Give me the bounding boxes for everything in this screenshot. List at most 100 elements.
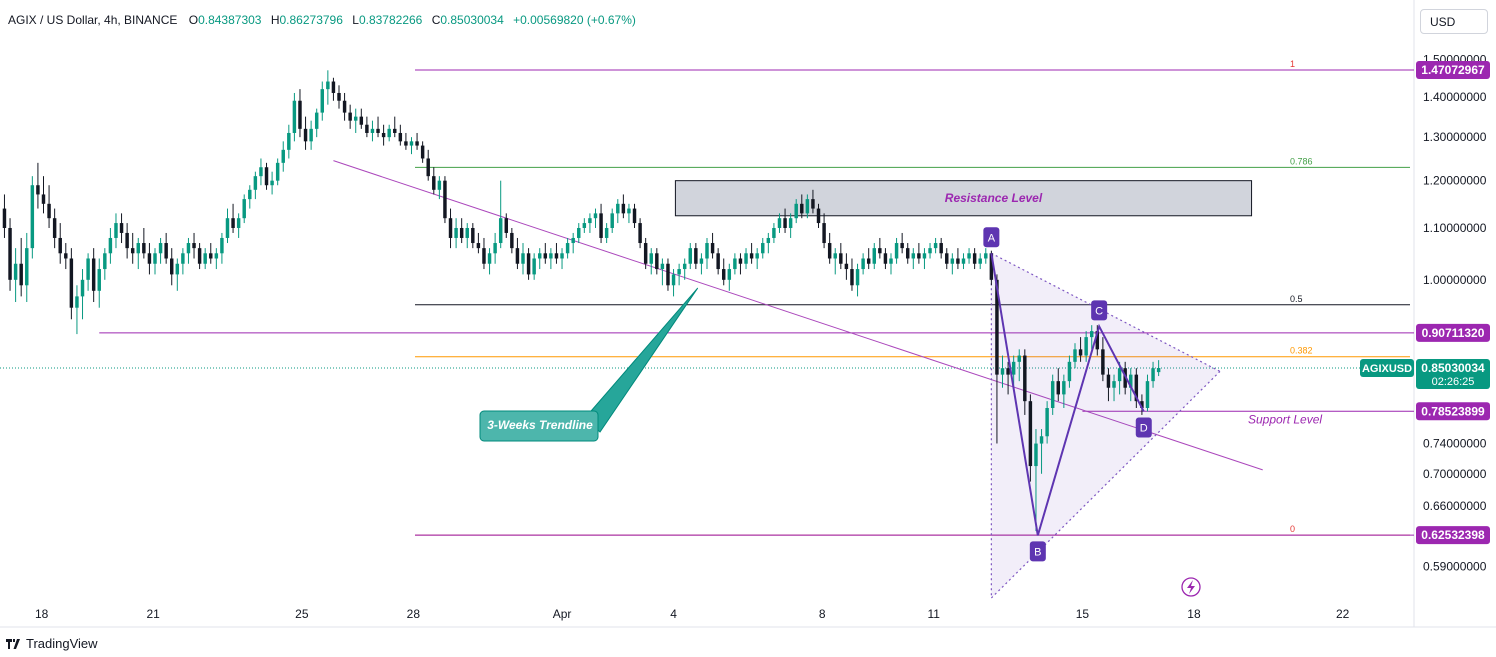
candle-body: [287, 132, 291, 150]
price-tag-box: [1416, 402, 1490, 421]
price-axis-tag: 0.78523899: [1416, 402, 1490, 421]
candle-body: [565, 243, 570, 254]
candle-body: [80, 279, 85, 297]
y-tick-label: 0.70000000: [1423, 467, 1487, 481]
candle-body: [532, 258, 536, 275]
candle-body: [86, 258, 90, 280]
candle-body: [342, 100, 347, 113]
x-tick-label: 15: [1076, 607, 1090, 621]
candle-body: [231, 218, 235, 228]
candle-body: [476, 243, 481, 249]
candle-body: [604, 227, 609, 238]
candle-body: [64, 253, 68, 259]
candle-body: [270, 180, 274, 186]
candle-body: [978, 258, 982, 264]
currency-button[interactable]: USD: [1420, 9, 1488, 34]
candle-body: [36, 185, 40, 195]
candle-body: [833, 253, 837, 259]
price-tag-text: 1.47072967: [1421, 63, 1485, 77]
candle-body: [465, 227, 469, 238]
candle-body: [454, 227, 458, 238]
candle-body: [1134, 374, 1139, 402]
x-tick-label: 18: [1187, 607, 1201, 621]
candle-body: [928, 248, 932, 254]
pattern-point-label: C: [1095, 305, 1103, 317]
candle-body: [721, 269, 726, 280]
pattern-point-box: [983, 227, 1000, 248]
x-tick-label: 21: [146, 607, 160, 621]
candle-body: [225, 218, 230, 238]
candle-body: [872, 248, 876, 264]
candle-body: [164, 243, 168, 259]
candle-body: [744, 253, 748, 264]
candle-body: [839, 253, 843, 264]
candle-body: [521, 253, 525, 264]
x-tick-label: 25: [295, 607, 309, 621]
close-value: 0.85030034: [440, 13, 504, 27]
candle-body: [694, 248, 698, 264]
candle-body: [538, 253, 542, 259]
candle-body: [621, 203, 626, 214]
candle-body: [275, 162, 280, 181]
price-axis-tag: 0.90711320: [1416, 323, 1490, 342]
candle-body: [25, 248, 29, 286]
candle-body: [577, 227, 581, 238]
candle-body: [961, 258, 966, 264]
candle-body: [420, 145, 425, 159]
candle-body: [8, 227, 12, 280]
candle-body: [103, 253, 107, 270]
candle-body: [1095, 331, 1100, 350]
pattern-point-b: B: [1029, 541, 1046, 562]
open-label: O: [188, 13, 199, 27]
candle-body: [292, 100, 297, 133]
candle-body: [627, 208, 631, 214]
candle-body: [1101, 349, 1105, 375]
lightning-bolt: [1187, 580, 1195, 594]
candle-body: [91, 258, 96, 291]
candle-body: [616, 203, 620, 214]
lightning-icon: [1181, 577, 1201, 597]
candle-body: [471, 227, 475, 244]
y-tick-label: 1.10000000: [1423, 221, 1487, 235]
current-price-box: [1416, 359, 1490, 390]
price-tag-text: 0.78523899: [1421, 404, 1485, 418]
candle-body: [432, 176, 436, 190]
lightning-circle: [1181, 577, 1201, 597]
candle-body: [805, 199, 810, 214]
current-price-text: 0.85030034: [1421, 361, 1485, 375]
candle-body: [175, 263, 180, 275]
low-value: 0.83782266: [358, 13, 423, 27]
candle-body: [298, 100, 302, 129]
candle-body: [688, 248, 693, 264]
support-label: Support Level: [1248, 412, 1322, 426]
candle-body: [309, 128, 313, 142]
low-label: L: [352, 13, 359, 27]
candle-body: [326, 81, 330, 90]
candle-body: [125, 232, 129, 249]
high-label: H: [270, 13, 280, 27]
candle-body: [800, 203, 804, 214]
candle-body: [398, 132, 403, 142]
candle-body: [1151, 368, 1155, 382]
candle-body: [108, 237, 113, 254]
candle-body: [515, 248, 520, 264]
candle-body: [459, 227, 464, 238]
y-tick-label: 1.00000000: [1423, 273, 1487, 287]
candle-body: [560, 253, 564, 259]
candle-body: [303, 128, 308, 142]
candle-body: [878, 248, 882, 254]
candle-body: [543, 253, 548, 259]
candle-body: [30, 185, 35, 249]
candle-body: [671, 274, 676, 286]
candle-body: [794, 203, 798, 219]
symbol-tag-text: AGIXUSD: [1362, 363, 1412, 375]
tradingview-logo[interactable]: TradingView: [6, 636, 98, 651]
candle-body: [710, 243, 715, 254]
y-tick-label: 0.66000000: [1423, 499, 1487, 513]
candle-body: [727, 269, 732, 280]
candle-body: [588, 218, 592, 224]
candle-body: [766, 237, 771, 244]
candle-body: [209, 253, 213, 259]
candle-body: [203, 253, 207, 264]
